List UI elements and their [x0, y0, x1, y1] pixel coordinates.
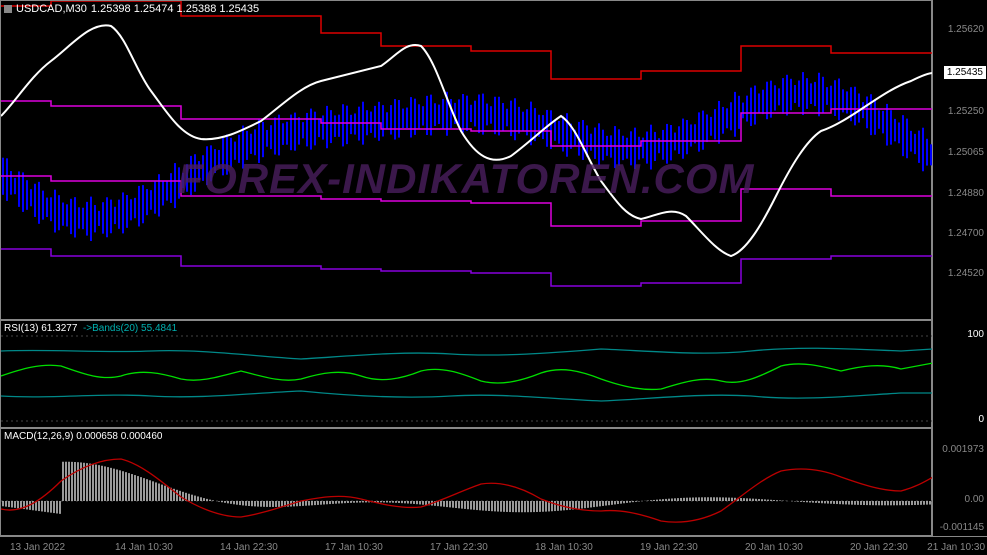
y-axis: 1.25620 1.25250 1.25065 1.24880 1.24700 1.245…	[932, 0, 987, 536]
y-axis-price-label: 1.24880	[948, 188, 984, 199]
y-axis-macd-label: 0.001973	[942, 444, 984, 455]
y-axis-price-label: 1.25620	[948, 24, 984, 35]
macd-title: MACD(12,26,9) 0.000658 0.000460	[4, 431, 162, 442]
y-axis-macd-label: -0.001145	[940, 522, 984, 533]
chart-container: USDCAD,M30 1.25398 1.25474 1.25388 1.254…	[0, 0, 987, 555]
rsi-panel[interactable]: RSI(13) 61.3277 ->Bands(20) 55.4841	[0, 320, 932, 428]
x-axis-time-label: 14 Jan 22:30	[220, 542, 278, 553]
macd-svg	[1, 429, 933, 537]
symbol-timeframe: USDCAD,M30	[16, 3, 87, 15]
x-axis-time-label: 19 Jan 22:30	[640, 542, 698, 553]
x-axis-time-label: 20 Jan 10:30	[745, 542, 803, 553]
rsi-svg	[1, 321, 933, 429]
x-axis-time-label: 20 Jan 22:30	[850, 542, 908, 553]
rsi-title: RSI(13) 61.3277 ->Bands(20) 55.4841	[4, 323, 177, 334]
main-price-panel[interactable]: USDCAD,M30 1.25398 1.25474 1.25388 1.254…	[0, 0, 932, 320]
ohlc-values: 1.25398 1.25474 1.25388 1.25435	[91, 3, 259, 15]
y-axis-price-label: 1.24700	[948, 228, 984, 239]
watermark-text: FOREX-INDIKATOREN.COM	[177, 155, 754, 203]
y-axis-price-label: 1.24520	[948, 268, 984, 279]
x-axis-time-label: 13 Jan 2022	[10, 542, 65, 553]
y-axis-macd-label: 0.00	[965, 494, 984, 505]
x-axis-time-label: 17 Jan 22:30	[430, 542, 488, 553]
x-axis-time-label: 18 Jan 10:30	[535, 542, 593, 553]
x-axis: 13 Jan 2022 14 Jan 10:30 14 Jan 22:30 17 Ja…	[0, 536, 987, 555]
chart-icon	[4, 5, 12, 13]
y-axis-price-label: 1.25250	[948, 106, 984, 117]
x-axis-time-label: 14 Jan 10:30	[115, 542, 173, 553]
current-price-label: 1.25435	[944, 66, 986, 79]
x-axis-time-label: 21 Jan 10:30	[927, 542, 985, 553]
y-axis-price-label: 1.25065	[948, 147, 984, 158]
y-axis-rsi-label: 0	[978, 414, 984, 425]
x-axis-time-label: 17 Jan 10:30	[325, 542, 383, 553]
y-axis-rsi-label: 100	[967, 329, 984, 340]
macd-panel[interactable]: MACD(12,26,9) 0.000658 0.000460	[0, 428, 932, 536]
main-title-bar: USDCAD,M30 1.25398 1.25474 1.25388 1.254…	[4, 3, 259, 15]
